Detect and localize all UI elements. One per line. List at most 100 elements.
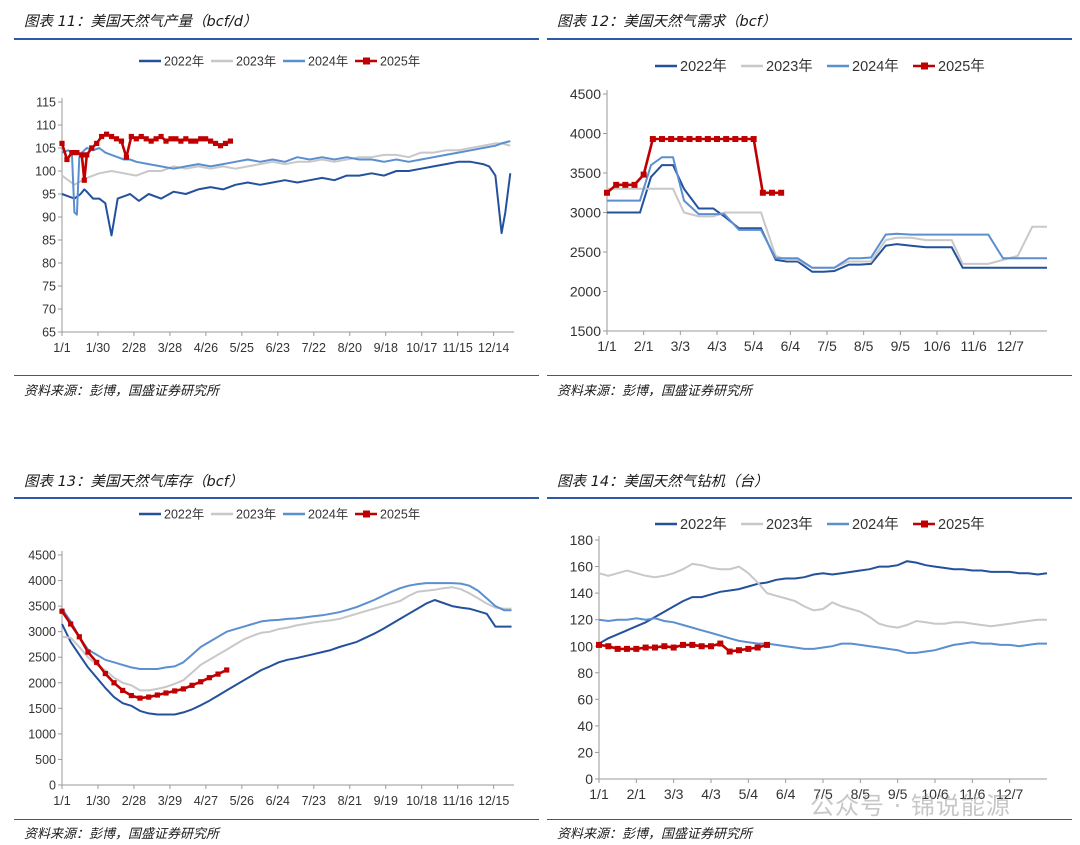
x-tick-label: 2/1 — [634, 338, 654, 354]
x-tick-label: 6/4 — [781, 338, 801, 354]
data-point — [208, 138, 214, 144]
data-point — [708, 643, 714, 650]
y-tick-label: 4000 — [28, 574, 56, 588]
y-tick-label: 120 — [570, 612, 594, 628]
chart-source: 资料来源：彭博，国盛证券研究所 — [24, 827, 220, 842]
data-point — [108, 133, 115, 140]
data-point — [203, 136, 209, 142]
data-point — [146, 694, 152, 700]
data-point — [183, 136, 189, 142]
x-tick-label: 5/4 — [739, 786, 759, 802]
data-point — [604, 189, 610, 196]
y-tick-label: 2000 — [28, 676, 56, 690]
title-rule — [547, 38, 1072, 40]
series-line-2023年 — [61, 586, 512, 692]
x-tick-label: 11/15 — [443, 341, 473, 355]
y-tick-label: 500 — [35, 753, 56, 767]
y-tick-label: 85 — [42, 234, 56, 248]
chart-source: 资料来源：彭博，国盛证券研究所 — [24, 384, 220, 399]
data-point — [59, 608, 65, 614]
x-tick-label: 8/21 — [338, 794, 362, 808]
y-tick-label: 1500 — [28, 702, 56, 716]
series-line-2023年 — [61, 142, 511, 186]
data-point — [704, 136, 711, 143]
legend-marker — [363, 57, 370, 65]
y-tick-label: 100 — [35, 165, 56, 179]
data-point — [111, 680, 117, 686]
data-point — [640, 171, 647, 178]
x-tick-label: 12/14 — [478, 341, 509, 355]
data-point — [79, 152, 85, 158]
y-tick-label: 160 — [570, 559, 594, 575]
legend-label: 2025年 — [380, 55, 420, 69]
data-point — [128, 692, 134, 699]
y-tick-label: 140 — [570, 585, 594, 601]
legend-label: 2024年 — [308, 55, 348, 69]
data-point — [212, 140, 219, 146]
source-rule — [547, 375, 1072, 376]
data-point — [123, 154, 129, 160]
y-tick-label: 80 — [42, 257, 56, 271]
data-point — [154, 692, 160, 698]
data-point — [138, 133, 144, 140]
x-tick-label: 9/18 — [374, 341, 398, 355]
y-tick-label: 110 — [36, 119, 56, 133]
chart-title: 图表 11：美国天然气产量（bcf/d） — [24, 14, 258, 30]
y-tick-label: 3000 — [570, 205, 601, 221]
x-tick-label: 4/26 — [194, 341, 218, 355]
x-tick-label: 12/7 — [996, 786, 1023, 802]
data-point — [759, 189, 766, 196]
data-point — [99, 133, 105, 140]
x-tick-label: 9/5 — [891, 338, 911, 354]
legend-label: 2022年 — [680, 516, 727, 533]
data-point — [193, 138, 199, 144]
legend-label: 2022年 — [680, 58, 727, 75]
y-tick-label: 40 — [577, 718, 593, 734]
data-point — [76, 634, 82, 640]
legend-marker — [363, 510, 370, 518]
x-tick-label: 11/16 — [443, 794, 473, 808]
data-point — [670, 644, 677, 651]
data-point — [206, 675, 212, 681]
legend-label: 2022年 — [164, 508, 204, 522]
series-line-2023年 — [607, 187, 1047, 269]
panel-production: 图表 11：美国天然气产量（bcf/d） 65 70 75 80 85 90 95 100 10… — [14, 10, 539, 400]
data-point — [198, 136, 204, 142]
y-tick-label: 90 — [42, 211, 56, 225]
x-tick-label: 2/28 — [122, 341, 146, 355]
data-point — [622, 181, 629, 188]
data-point — [714, 136, 720, 143]
legend-label: 2025年 — [938, 58, 985, 75]
x-tick-label: 2/1 — [627, 786, 647, 802]
data-point — [81, 177, 87, 183]
x-tick-label: 8/20 — [338, 341, 362, 355]
x-tick-label: 1/30 — [86, 794, 110, 808]
storage-chart: 0 500 1000 1500 2000 2500 3000 3500 4000 4500 1/1 1… — [28, 508, 514, 808]
data-point — [631, 181, 638, 188]
x-tick-label: 5/26 — [230, 794, 254, 808]
demand-chart: 1500 2000 2500 3000 3500 4000 4500 1/1 2/1 3/3 4/3… — [570, 58, 1047, 354]
source-rule — [547, 819, 1072, 820]
y-tick-label: 100 — [570, 638, 594, 654]
production-chart: 65 70 75 80 85 90 95 100 105 110 115 1/1 1/30 2/28 3/2… — [35, 55, 514, 355]
x-tick-label: 4/27 — [194, 794, 218, 808]
data-point — [778, 189, 785, 196]
series-line-2023年 — [598, 562, 1047, 629]
series-line-2024年 — [607, 156, 1047, 269]
chart-title: 图表 12：美国天然气需求（bcf） — [557, 14, 777, 30]
x-tick-label: 7/5 — [813, 786, 833, 802]
x-tick-label: 1/1 — [53, 341, 70, 355]
legend-label: 2022年 — [164, 55, 204, 69]
watermark: 公众号 · 锦说能源 — [810, 792, 1011, 820]
data-point — [686, 136, 693, 143]
data-point — [613, 181, 620, 188]
legend-label: 2023年 — [766, 516, 813, 533]
data-point — [153, 136, 159, 142]
y-tick-label: 0 — [585, 771, 593, 787]
y-tick-label: 20 — [577, 744, 593, 760]
data-point — [764, 641, 770, 648]
x-tick-label: 10/17 — [406, 341, 437, 355]
source-rule — [14, 375, 539, 376]
x-tick-label: 10/6 — [923, 338, 950, 354]
x-tick-label: 3/28 — [158, 341, 182, 355]
